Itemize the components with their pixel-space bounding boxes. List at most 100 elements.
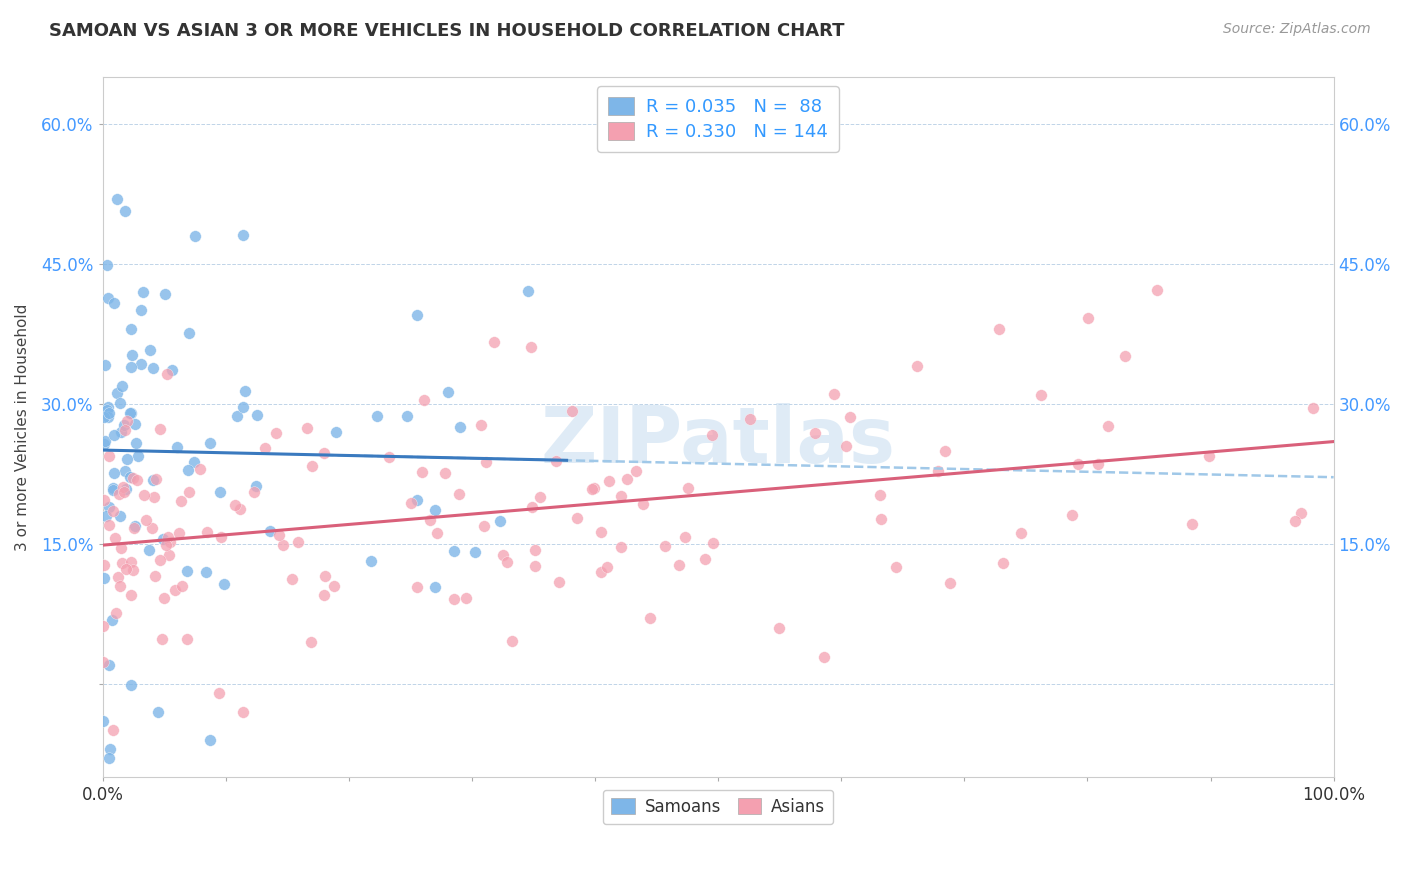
Point	[110, 425, 132, 439]
Point	[740, 411, 762, 425]
Point	[546, 454, 568, 468]
Point	[124, 521, 146, 535]
Text: Source: ZipAtlas.com: Source: ZipAtlas.com	[1223, 22, 1371, 37]
Point	[153, 287, 176, 301]
Point	[591, 525, 613, 540]
Point	[159, 534, 181, 549]
Point	[104, 531, 127, 545]
Point	[115, 451, 138, 466]
Point	[93, 558, 115, 573]
Point	[264, 425, 287, 440]
Point	[209, 530, 232, 544]
Point	[91, 714, 114, 728]
Point	[170, 493, 193, 508]
Point	[934, 444, 956, 458]
Point	[103, 466, 125, 480]
Point	[1010, 526, 1032, 541]
Point	[1077, 310, 1099, 325]
Point	[419, 513, 441, 527]
Point	[804, 425, 827, 440]
Point	[654, 539, 676, 553]
Point	[253, 441, 276, 455]
Point	[91, 655, 114, 669]
Point	[456, 591, 478, 605]
Point	[673, 530, 696, 544]
Point	[1060, 508, 1083, 523]
Point	[94, 508, 117, 523]
Point	[127, 449, 149, 463]
Point	[325, 425, 347, 439]
Point	[103, 481, 125, 495]
Point	[565, 510, 588, 524]
Point	[122, 471, 145, 485]
Point	[208, 485, 231, 500]
Point	[520, 340, 543, 354]
Point	[145, 472, 167, 486]
Point	[121, 348, 143, 362]
Y-axis label: 3 or more Vehicles in Household: 3 or more Vehicles in Household	[15, 303, 30, 551]
Point	[177, 463, 200, 477]
Point	[496, 555, 519, 569]
Point	[488, 514, 510, 528]
Point	[547, 574, 569, 589]
Point	[143, 568, 166, 582]
Point	[114, 562, 136, 576]
Point	[492, 548, 515, 562]
Point	[93, 571, 115, 585]
Point	[132, 285, 155, 299]
Point	[869, 488, 891, 502]
Point	[183, 455, 205, 469]
Point	[121, 563, 143, 577]
Point	[146, 705, 169, 719]
Point	[108, 579, 131, 593]
Point	[97, 518, 120, 533]
Point	[1302, 401, 1324, 416]
Point	[1284, 514, 1306, 528]
Point	[97, 657, 120, 672]
Point	[366, 409, 388, 423]
Point	[169, 525, 191, 540]
Point	[97, 406, 120, 420]
Point	[589, 566, 612, 580]
Point	[224, 499, 246, 513]
Point	[1291, 506, 1313, 520]
Point	[176, 632, 198, 647]
Point	[1181, 517, 1204, 532]
Point	[299, 635, 322, 649]
Point	[423, 580, 446, 594]
Point	[233, 384, 256, 398]
Point	[142, 473, 165, 487]
Point	[155, 538, 177, 552]
Point	[120, 359, 142, 374]
Point	[120, 678, 142, 692]
Text: SAMOAN VS ASIAN 3 OR MORE VEHICLES IN HOUSEHOLD CORRELATION CHART: SAMOAN VS ASIAN 3 OR MORE VEHICLES IN HO…	[49, 22, 845, 40]
Point	[98, 500, 121, 514]
Point	[97, 409, 120, 424]
Point	[839, 410, 862, 425]
Point	[314, 588, 336, 602]
Point	[94, 358, 117, 372]
Point	[596, 559, 619, 574]
Point	[314, 569, 336, 583]
Point	[114, 482, 136, 496]
Point	[110, 396, 132, 410]
Point	[105, 192, 128, 206]
Point	[142, 360, 165, 375]
Point	[108, 509, 131, 524]
Point	[768, 621, 790, 635]
Point	[157, 548, 180, 562]
Point	[631, 497, 654, 511]
Point	[582, 481, 605, 495]
Point	[103, 428, 125, 442]
Point	[98, 742, 121, 756]
Text: ZIPatlas: ZIPatlas	[541, 403, 896, 479]
Point	[110, 541, 132, 556]
Point	[413, 393, 436, 408]
Point	[869, 512, 891, 526]
Point	[152, 533, 174, 547]
Point	[165, 582, 187, 597]
Point	[626, 464, 648, 478]
Point	[91, 619, 114, 633]
Point	[141, 521, 163, 535]
Point	[139, 343, 162, 358]
